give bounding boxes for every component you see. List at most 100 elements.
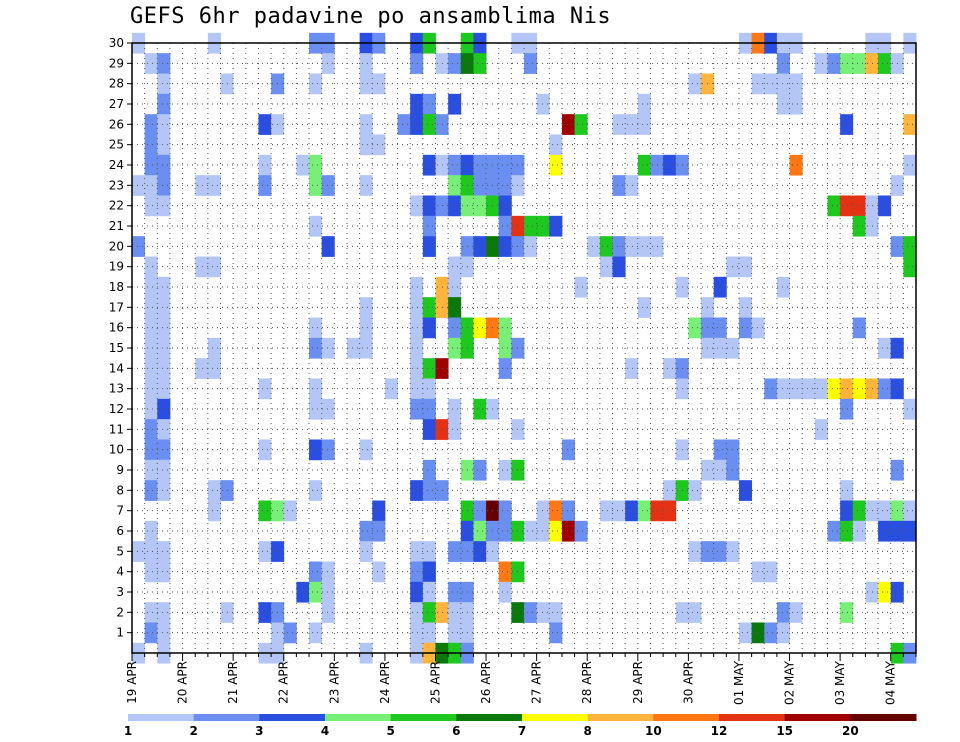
heatmap-cell	[498, 154, 512, 176]
colorbar-swatch	[390, 714, 457, 721]
heatmap-cell	[144, 276, 158, 298]
heatmap-cell	[321, 581, 335, 603]
y-tick-label: 1	[116, 626, 124, 640]
heatmap-cell	[372, 500, 386, 522]
heatmap-cell	[903, 398, 917, 420]
heatmap-cell	[410, 276, 424, 298]
heatmap-cell	[625, 500, 639, 522]
heatmap-cell	[599, 256, 613, 278]
heatmap-cell	[713, 337, 727, 359]
heatmap-cell	[372, 73, 386, 95]
heatmap-cell	[574, 276, 588, 298]
heatmap-cell	[132, 175, 146, 196]
heatmap-cell	[498, 581, 512, 603]
heatmap-cell	[524, 602, 538, 623]
heatmap-cell	[359, 337, 373, 359]
heatmap-cell	[207, 500, 221, 522]
heatmap-cell	[258, 175, 272, 196]
heatmap-cell	[903, 154, 917, 176]
heatmap-cell	[144, 195, 158, 217]
x-tick-label: 24 APR	[378, 661, 392, 704]
heatmap-cell	[309, 378, 323, 400]
x-tick-label: 19 APR	[125, 661, 139, 704]
heatmap-cell	[498, 561, 512, 583]
heatmap-cell	[625, 114, 639, 135]
colorbar-label: 2	[189, 724, 197, 738]
heatmap-cell	[359, 520, 373, 542]
heatmap-cell	[738, 317, 753, 339]
heatmap-cell	[157, 154, 171, 176]
heatmap-cell	[827, 378, 841, 400]
heatmap-cell	[321, 53, 335, 74]
heatmap-cell	[473, 541, 487, 562]
heatmap-cell	[144, 520, 158, 542]
heatmap-cell	[776, 93, 790, 115]
x-axis: 19 APR 20 APR 21 APR 22 APR 23 APR 24 APR 25 A…	[125, 653, 917, 705]
heatmap-cell	[144, 561, 158, 583]
heatmap-cell	[473, 500, 487, 522]
heatmap-cell	[157, 317, 171, 339]
heatmap-cell	[157, 93, 171, 115]
heatmap-cell	[865, 215, 879, 237]
heatmap-cell	[536, 93, 550, 115]
heatmap-cell	[878, 195, 892, 217]
y-tick-label: 7	[116, 504, 124, 518]
heatmap-cell	[524, 520, 538, 542]
heatmap-cell	[840, 398, 854, 420]
heatmap-cell	[625, 175, 639, 196]
heatmap-cell	[650, 154, 664, 176]
heatmap-cell	[283, 622, 297, 644]
heatmap-cell	[410, 480, 424, 501]
heatmap-cell	[878, 53, 892, 74]
colorbar-swatch	[456, 714, 523, 721]
heatmap-cell	[865, 378, 879, 400]
heatmap-cell	[410, 622, 424, 644]
heatmap-cell	[359, 297, 373, 318]
heatmap-cell	[157, 114, 171, 135]
colorbar-label: 3	[255, 724, 263, 738]
heatmap-cell	[410, 602, 424, 623]
heatmap-cell	[473, 154, 487, 176]
heatmap-cell	[359, 541, 373, 562]
heatmap-cell	[448, 195, 462, 217]
heatmap-cell	[422, 215, 436, 237]
y-tick-label: 24	[109, 158, 124, 172]
y-tick-label: 13	[109, 382, 124, 396]
heatmap-cell	[157, 297, 171, 318]
heatmap-cell	[473, 53, 487, 74]
heatmap-cell	[688, 602, 702, 623]
y-tick-label: 30	[109, 36, 124, 50]
heatmap-cell	[144, 175, 158, 196]
heatmap-cell	[144, 134, 158, 156]
heatmap-cell	[372, 561, 386, 583]
colorbar-swatch	[587, 714, 654, 721]
heatmap-cell	[359, 317, 373, 339]
heatmap-cell	[410, 317, 424, 339]
heatmap-cell	[549, 602, 563, 623]
heatmap-cell	[663, 154, 677, 176]
x-tick-label: 30 APR	[681, 661, 695, 704]
heatmap-cell	[574, 114, 588, 135]
heatmap-cell	[802, 378, 816, 400]
y-tick-label: 9	[116, 463, 124, 477]
heatmap-cell	[738, 480, 753, 501]
heatmap-cell	[132, 236, 146, 257]
heatmap-cell	[776, 53, 790, 74]
heatmap-cell	[422, 378, 436, 400]
y-tick-label: 14	[109, 361, 124, 375]
heatmap-cell	[157, 459, 171, 481]
heatmap-cell	[157, 398, 171, 420]
heatmap-cell	[713, 276, 727, 298]
y-tick-label: 27	[109, 97, 124, 111]
heatmap-cell	[422, 317, 436, 339]
heatmap-cell	[498, 358, 512, 379]
heatmap-cell	[599, 236, 613, 257]
heatmap-cell	[688, 317, 702, 339]
heatmap-cell	[144, 114, 158, 135]
heatmap-cell	[157, 602, 171, 623]
heatmap-cell	[359, 134, 373, 156]
x-tick-label: 29 APR	[631, 661, 645, 704]
heatmap-cell	[144, 378, 158, 400]
heatmap-cell	[473, 175, 487, 196]
